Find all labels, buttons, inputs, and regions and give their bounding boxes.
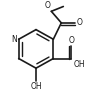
Text: O: O — [44, 1, 50, 10]
Text: O: O — [68, 36, 74, 45]
Text: OH: OH — [30, 82, 42, 91]
Text: N: N — [11, 35, 17, 44]
Text: O: O — [76, 18, 82, 27]
Text: OH: OH — [73, 60, 85, 69]
